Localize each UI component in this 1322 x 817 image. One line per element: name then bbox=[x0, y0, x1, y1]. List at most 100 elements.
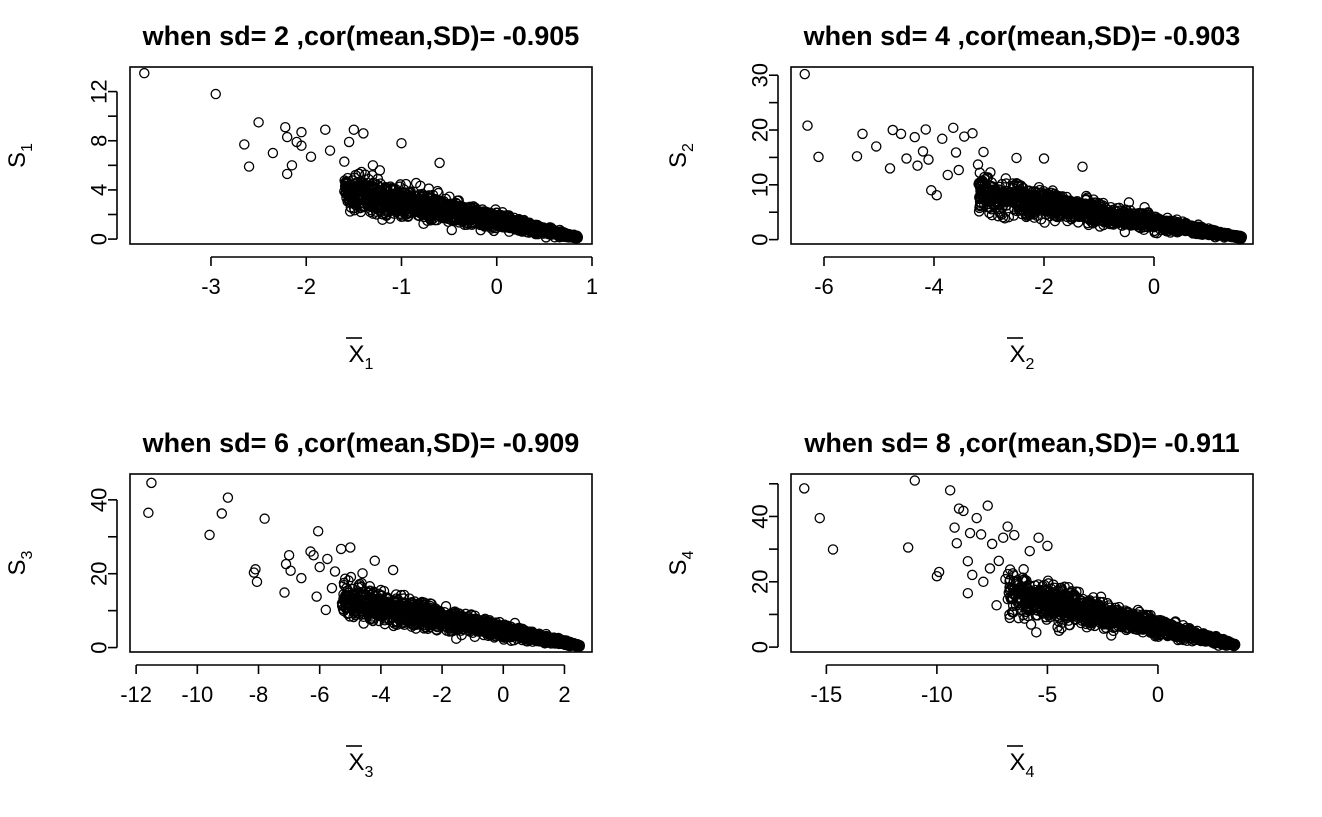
scatter-point bbox=[973, 206, 985, 217]
scatter-point bbox=[1000, 189, 1011, 200]
x-axis-label: X2 bbox=[1010, 341, 1035, 373]
scatter-point bbox=[267, 147, 279, 159]
scatter-point bbox=[813, 151, 824, 163]
x-tick-label: -12 bbox=[120, 682, 152, 707]
scatter-point bbox=[1018, 564, 1029, 575]
scatter-point bbox=[335, 543, 347, 555]
y-axis-label-sub: 3 bbox=[19, 550, 36, 559]
scatter-point bbox=[204, 529, 215, 541]
y-axis-label-sub: 4 bbox=[680, 550, 697, 559]
scatter-point bbox=[434, 157, 445, 169]
scatter-point bbox=[251, 576, 263, 588]
x-axis-label-sub: 2 bbox=[1026, 356, 1035, 373]
x-axis-label: X3 bbox=[349, 749, 374, 781]
y-tick-label: 20 bbox=[748, 570, 773, 594]
scatter-point bbox=[387, 564, 399, 576]
scatter-point bbox=[322, 553, 333, 565]
scatter-point bbox=[482, 212, 493, 223]
scatter-point bbox=[942, 169, 954, 181]
scatter-point bbox=[978, 576, 989, 588]
x-tick-label: 1 bbox=[586, 274, 598, 299]
scatter-point bbox=[345, 542, 356, 553]
scatter-point bbox=[799, 68, 811, 80]
scatter-point bbox=[909, 131, 921, 143]
scatter-point bbox=[531, 223, 542, 234]
x-axis-label-base: X bbox=[1010, 749, 1026, 776]
scatter-point bbox=[1002, 521, 1013, 532]
scatter-point bbox=[380, 202, 392, 213]
scatter-point bbox=[814, 512, 825, 524]
y-tick-label: 30 bbox=[748, 63, 773, 87]
scatter-point bbox=[357, 568, 368, 579]
scatter-point bbox=[314, 561, 325, 573]
x-tick-label: -2 bbox=[296, 274, 316, 299]
scatter-point bbox=[296, 572, 307, 584]
scatter-point bbox=[305, 151, 317, 162]
panel-1: when sd= 2 ,cor(mean,SD)= -0.905-3 -2 -1 0 1… bbox=[4, 21, 598, 373]
x-axis-label-base: X bbox=[1010, 341, 1026, 368]
scatter-point bbox=[358, 128, 369, 139]
scatter-point bbox=[451, 204, 462, 216]
panel-4: when sd= 8 ,cor(mean,SD)= -0.911-15 -10 -5… bbox=[665, 428, 1254, 781]
panel-2: when sd= 4 ,cor(mean,SD)= -0.903-6 -4 -2 00… bbox=[665, 21, 1254, 373]
scatter-point bbox=[351, 183, 362, 194]
scatter-point bbox=[975, 190, 987, 202]
scatter-point bbox=[986, 538, 998, 550]
x-tick-label: -5 bbox=[1038, 682, 1058, 707]
x-tick-label: -4 bbox=[371, 682, 391, 707]
x-tick-label: -2 bbox=[432, 682, 452, 707]
scatter-point bbox=[441, 198, 453, 210]
scatter-point bbox=[1038, 153, 1050, 164]
scatter-point bbox=[920, 124, 932, 135]
scatter-point bbox=[912, 160, 923, 171]
scatter-point bbox=[827, 544, 839, 555]
plot-frame bbox=[129, 66, 593, 245]
y-axis-label: S1 bbox=[4, 143, 36, 168]
x-tick-label: -2 bbox=[1034, 274, 1054, 299]
scatter-point bbox=[967, 128, 978, 139]
x-tick-label: -1 bbox=[392, 274, 412, 299]
chart-title: when sd= 8 ,cor(mean,SD)= -0.911 bbox=[803, 428, 1239, 458]
x-axis-label: X1 bbox=[349, 341, 374, 373]
scatter-point bbox=[324, 145, 336, 156]
x-tick-label: 0 bbox=[1152, 682, 1164, 707]
scatter-point bbox=[403, 208, 414, 219]
scatter-point bbox=[311, 591, 322, 602]
scatter-point bbox=[500, 217, 512, 229]
scatter-points bbox=[143, 477, 586, 652]
x-tick-label: 0 bbox=[1148, 274, 1160, 299]
y-tick-label: 20 bbox=[748, 118, 773, 142]
scatter-point bbox=[1139, 201, 1150, 213]
scatter-point bbox=[901, 153, 912, 164]
scatter-point bbox=[978, 146, 989, 158]
scatter-point bbox=[342, 172, 353, 184]
scatter-point bbox=[296, 126, 307, 138]
scatter-point bbox=[975, 529, 987, 540]
scatter-point bbox=[991, 600, 1002, 611]
scatter-point bbox=[992, 210, 1004, 222]
scatter-point bbox=[281, 131, 293, 143]
scatter-point bbox=[410, 177, 422, 189]
scatter-point bbox=[280, 558, 292, 570]
x-axis-label-base: X bbox=[349, 341, 365, 368]
scatter-point bbox=[243, 161, 255, 172]
scatter-point bbox=[377, 214, 388, 225]
scatter-point bbox=[363, 173, 374, 185]
scatter-point bbox=[375, 204, 386, 216]
scatter-point bbox=[1024, 545, 1035, 557]
panel-3: when sd= 6 ,cor(mean,SD)= -0.909-12 -10 -8… bbox=[4, 428, 593, 781]
scatter-point bbox=[216, 508, 228, 519]
y-axis-label-base: S bbox=[665, 152, 692, 168]
scatter-point bbox=[296, 140, 307, 151]
x-tick-label: 0 bbox=[491, 274, 503, 299]
scatter-point bbox=[967, 569, 978, 581]
scatter-point bbox=[530, 228, 541, 240]
x-tick-label: -6 bbox=[310, 682, 330, 707]
scatter-point bbox=[468, 213, 479, 224]
y-axis-label: S2 bbox=[665, 143, 697, 168]
plot-frame bbox=[790, 66, 1254, 245]
scatter-points bbox=[139, 67, 583, 244]
scatter-point bbox=[374, 181, 386, 193]
scatter-point bbox=[982, 500, 993, 511]
scatter-point bbox=[488, 217, 500, 228]
